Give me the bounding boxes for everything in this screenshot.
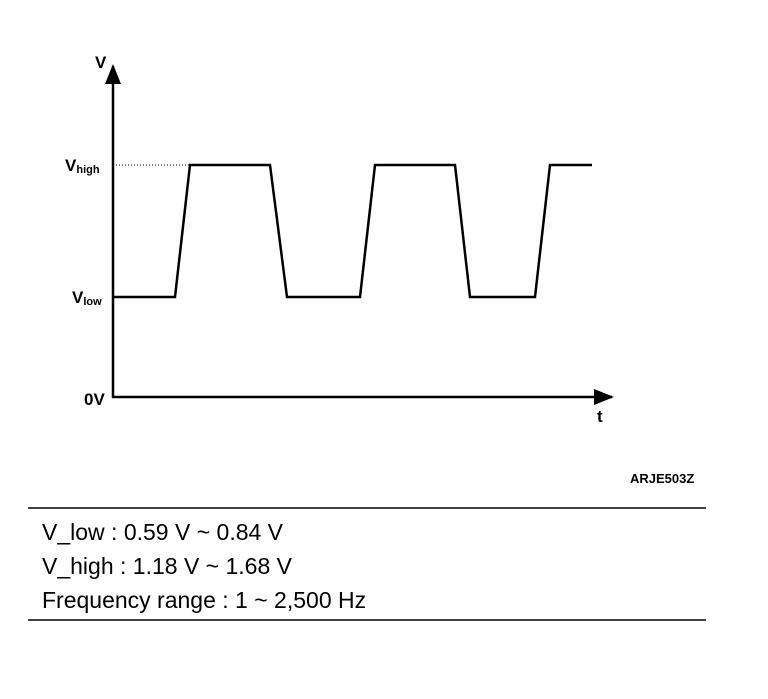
v-high-label: Vhigh xyxy=(65,156,100,176)
y-axis-label: V xyxy=(95,53,107,72)
x-axis-label: t xyxy=(597,407,603,426)
label-main: V xyxy=(72,288,84,307)
spec-line: V_low : 0.59 V ~ 0.84 V xyxy=(42,519,284,545)
v-low-label: Vlow xyxy=(72,288,102,308)
spec-line: Frequency range : 1 ~ 2,500 Hz xyxy=(42,587,366,613)
spec-line: V_high : 1.18 V ~ 1.68 V xyxy=(42,553,293,579)
label-sub: low xyxy=(83,296,102,308)
zero-label: 0V xyxy=(84,390,105,409)
label-main: V xyxy=(65,156,77,175)
figure-code: ARJE503Z xyxy=(630,471,694,486)
label-sub: high xyxy=(76,164,99,176)
waveform xyxy=(113,163,592,299)
